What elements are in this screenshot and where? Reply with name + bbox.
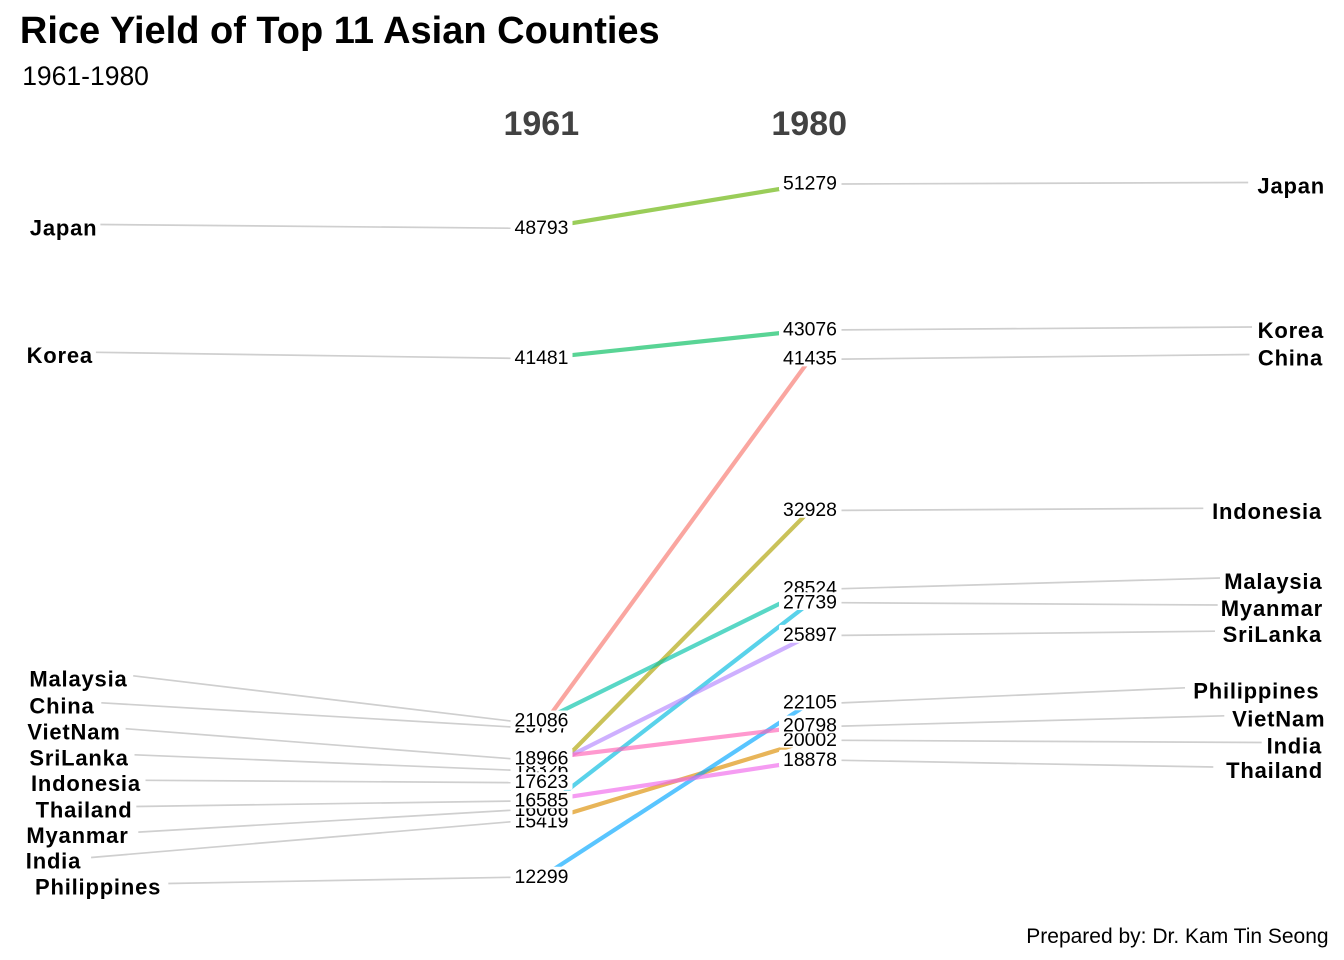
svg-text:Rice Yield of Top 11 Asian Cou: Rice Yield of Top 11 Asian Counties [20, 10, 660, 52]
svg-text:Japan: Japan [30, 215, 98, 240]
svg-text:Philippines: Philippines [35, 874, 161, 899]
svg-text:1980: 1980 [771, 105, 847, 143]
svg-text:17623: 17623 [515, 771, 569, 793]
svg-text:Myanmar: Myanmar [26, 823, 128, 848]
svg-text:18878: 18878 [783, 749, 837, 771]
svg-text:1961-1980: 1961-1980 [22, 61, 149, 91]
svg-text:India: India [26, 848, 81, 873]
svg-text:SriLanka: SriLanka [29, 746, 128, 771]
svg-text:25897: 25897 [783, 624, 837, 646]
svg-text:18966: 18966 [515, 747, 569, 769]
svg-text:Malaysia: Malaysia [1224, 569, 1322, 594]
svg-text:20798: 20798 [783, 715, 837, 737]
svg-text:22105: 22105 [783, 692, 837, 714]
svg-text:21086: 21086 [515, 710, 569, 732]
svg-text:Thailand: Thailand [1226, 758, 1323, 783]
svg-text:43076: 43076 [783, 319, 837, 341]
svg-text:48793: 48793 [515, 217, 569, 239]
svg-text:Japan: Japan [1257, 173, 1325, 198]
svg-text:41435: 41435 [783, 348, 837, 370]
svg-text:VietNam: VietNam [1232, 707, 1325, 732]
svg-text:51279: 51279 [783, 173, 837, 195]
svg-text:20002: 20002 [783, 729, 837, 751]
svg-text:Prepared by: Dr. Kam Tin Seong: Prepared by: Dr. Kam Tin Seong [1026, 925, 1328, 948]
svg-text:Indonesia: Indonesia [1212, 499, 1322, 524]
svg-text:Indonesia: Indonesia [31, 771, 141, 796]
svg-text:China: China [29, 694, 94, 719]
svg-text:SriLanka: SriLanka [1223, 622, 1322, 647]
svg-text:China: China [1258, 345, 1323, 370]
svg-text:Thailand: Thailand [36, 797, 133, 822]
svg-text:1961: 1961 [503, 105, 579, 143]
svg-text:Korea: Korea [27, 343, 93, 368]
svg-text:VietNam: VietNam [27, 720, 120, 745]
svg-text:Philippines: Philippines [1193, 679, 1319, 704]
svg-text:Myanmar: Myanmar [1221, 596, 1323, 621]
svg-text:Malaysia: Malaysia [29, 667, 127, 692]
svg-text:16585: 16585 [515, 790, 569, 812]
svg-text:Korea: Korea [1258, 318, 1324, 343]
svg-text:32928: 32928 [783, 499, 837, 521]
svg-text:41481: 41481 [515, 347, 569, 369]
svg-text:India: India [1267, 733, 1322, 758]
svg-text:12299: 12299 [515, 866, 569, 888]
svg-text:27739: 27739 [783, 591, 837, 613]
